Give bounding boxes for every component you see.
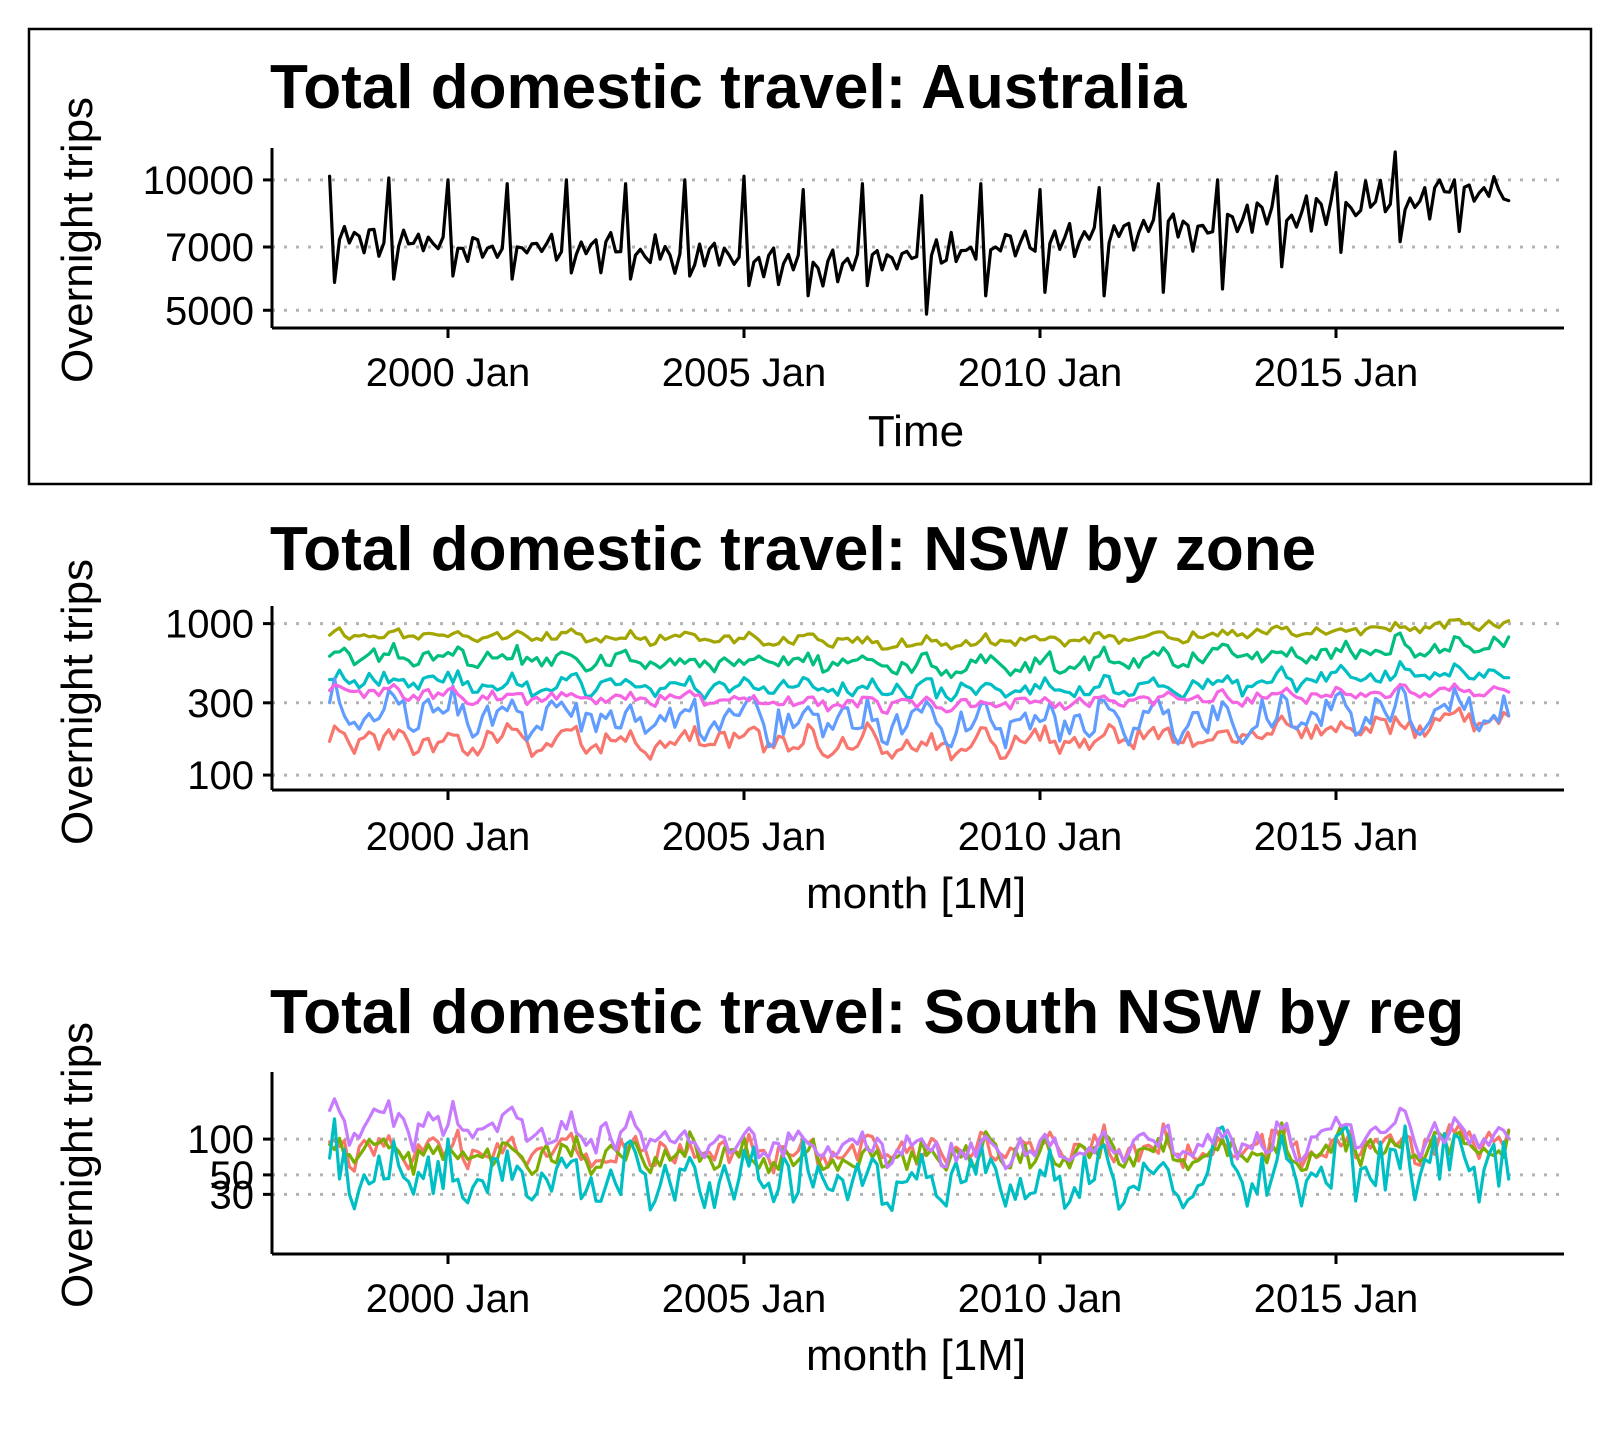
- series-line-0: [328, 150, 1511, 316]
- series-line-3: [328, 660, 1511, 703]
- y-tick-label: 7000: [165, 226, 254, 270]
- series-line-2: [328, 1117, 1511, 1213]
- x-tick-label: 2005 Jan: [662, 351, 827, 395]
- x-tick-label: 2005 Jan: [662, 1277, 827, 1321]
- y-tick-label: 300: [187, 682, 254, 726]
- x-tick-label: 2005 Jan: [662, 815, 827, 859]
- x-axis-title: Time: [868, 407, 964, 456]
- y-tick-label: 1000: [165, 603, 254, 647]
- y-axis-title: Overnight trips: [53, 559, 102, 845]
- x-axis-title: month [1M]: [806, 1331, 1026, 1380]
- x-tick-label: 2000 Jan: [366, 351, 531, 395]
- series-line-3: [328, 1097, 1511, 1171]
- x-axis-title: month [1M]: [806, 869, 1026, 918]
- series-lines: [328, 1097, 1511, 1213]
- x-tick-label: 2000 Jan: [366, 815, 531, 859]
- y-tick-label: 100: [187, 1118, 254, 1162]
- axes: 5000 7000 10000 2000 Jan 2005 Jan 2010 Jan 201…: [143, 148, 1564, 395]
- y-axis-title: Overnight trips: [53, 97, 102, 383]
- y-axis-title: Overnight trips: [53, 1022, 102, 1308]
- x-tick-label: 2010 Jan: [958, 815, 1123, 859]
- x-tick-label: 2010 Jan: [958, 351, 1123, 395]
- y-tick-label: 5000: [165, 289, 254, 333]
- panel-south-nsw-region: Total domestic travel: South NSW by reg …: [53, 978, 1564, 1380]
- x-tick-label: 2015 Jan: [1254, 815, 1419, 859]
- axes: 100 300 1000 2000 Jan 2005 Jan 2010 Jan 2015 J…: [165, 603, 1564, 859]
- chart-title: Total domestic travel: Australia: [270, 53, 1187, 122]
- x-tick-label: 2015 Jan: [1254, 351, 1419, 395]
- series-lines: [328, 617, 1511, 762]
- series-line-1: [328, 617, 1511, 651]
- x-tick-label: 2000 Jan: [366, 1277, 531, 1321]
- series-line-4: [328, 676, 1511, 750]
- series-line-2: [328, 631, 1511, 680]
- y-tick-label: 100: [187, 754, 254, 798]
- series-lines: [328, 150, 1511, 316]
- y-tick-label: 50: [210, 1154, 255, 1198]
- y-tick-label: 10000: [143, 159, 254, 203]
- y-tick-label: 30: [210, 1173, 255, 1217]
- panel-australia: Total domestic travel: Australia Overnig…: [27, 27, 1593, 486]
- panel-frame: [27, 27, 1593, 486]
- x-tick-label: 2015 Jan: [1254, 1277, 1419, 1321]
- series-line-1: [328, 1121, 1511, 1177]
- panel-nsw-zone: Total domestic travel: NSW by zone Overn…: [53, 515, 1564, 918]
- chart-title: Total domestic travel: NSW by zone: [270, 515, 1316, 584]
- series-line-5: [328, 682, 1511, 715]
- chart-title: Total domestic travel: South NSW by reg: [270, 978, 1464, 1047]
- x-tick-label: 2010 Jan: [958, 1277, 1123, 1321]
